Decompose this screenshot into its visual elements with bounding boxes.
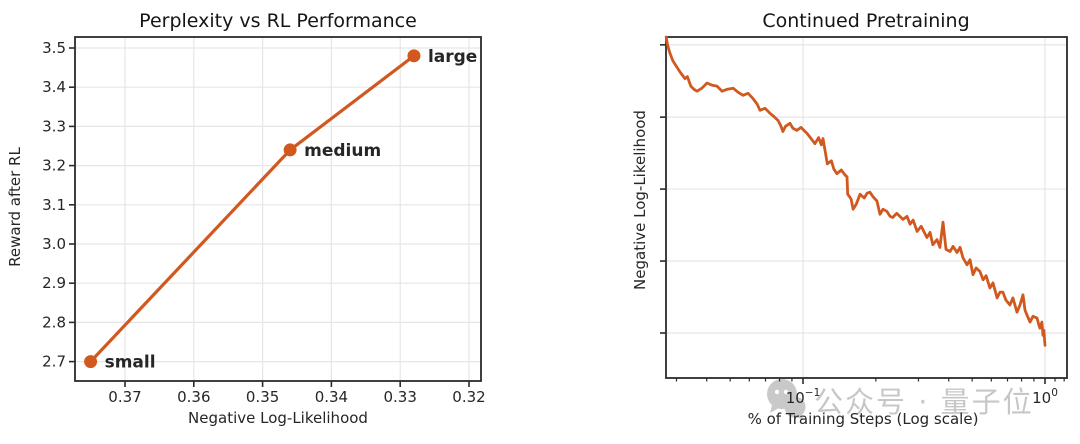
x-tick-label: 10−1 <box>786 387 821 407</box>
right-y-axis-label: Negative Log-Likelihood <box>631 110 649 290</box>
y-tick-label: 3.2 <box>42 157 66 175</box>
plot-border <box>665 36 1068 379</box>
left-x-axis-label: Negative Log-Likelihood <box>188 409 368 427</box>
x-tick-label: 0.35 <box>246 388 279 406</box>
data-point-label: large <box>428 47 477 67</box>
x-tick-label: 0.36 <box>177 388 210 406</box>
data-point-marker <box>84 355 98 369</box>
y-tick-label: 3.5 <box>42 39 66 57</box>
data-point-marker <box>407 49 421 63</box>
data-point-label: small <box>105 353 156 373</box>
x-tick-label: 0.32 <box>452 388 485 406</box>
right-chart-title: Continued Pretraining <box>762 10 969 32</box>
y-tick-label: 3.0 <box>42 235 66 253</box>
y-tick-label: 3.1 <box>42 196 66 214</box>
right-x-axis-label: % of Training Steps (Log scale) <box>748 410 979 428</box>
x-tick-label: 100 <box>1032 387 1058 407</box>
left-chart-title: Perplexity vs RL Performance <box>139 10 417 32</box>
watermark-text: 公众号 · 量子位 <box>814 385 1034 419</box>
series-line <box>88 54 416 364</box>
y-tick-label: 3.3 <box>42 117 66 135</box>
qbitai-logo-icon <box>762 379 808 425</box>
right-chart-continued-pretraining: 10−1 100 <box>660 35 1068 407</box>
data-point-label: medium <box>304 141 381 161</box>
x-tick-label: 0.33 <box>383 388 416 406</box>
left-chart-perplexity-vs-rl: 0.37 0.36 0.35 0.34 0.33 0.32 2.7 2.8 2.9 3.0 3.1 3… <box>42 36 486 406</box>
left-y-axis-label: Reward after RL <box>6 147 24 267</box>
plot-border <box>74 36 482 382</box>
x-tick-label: 0.37 <box>108 388 141 406</box>
y-tick-label: 2.7 <box>42 353 66 371</box>
series-line <box>664 35 1047 347</box>
data-point-marker <box>283 143 297 157</box>
y-tick-label: 2.9 <box>42 274 66 292</box>
watermark: 公众号 · 量子位 <box>762 379 1034 425</box>
y-tick-label: 2.8 <box>42 313 66 331</box>
x-tick-label: 0.34 <box>315 388 348 406</box>
y-tick-label: 3.4 <box>42 78 66 96</box>
